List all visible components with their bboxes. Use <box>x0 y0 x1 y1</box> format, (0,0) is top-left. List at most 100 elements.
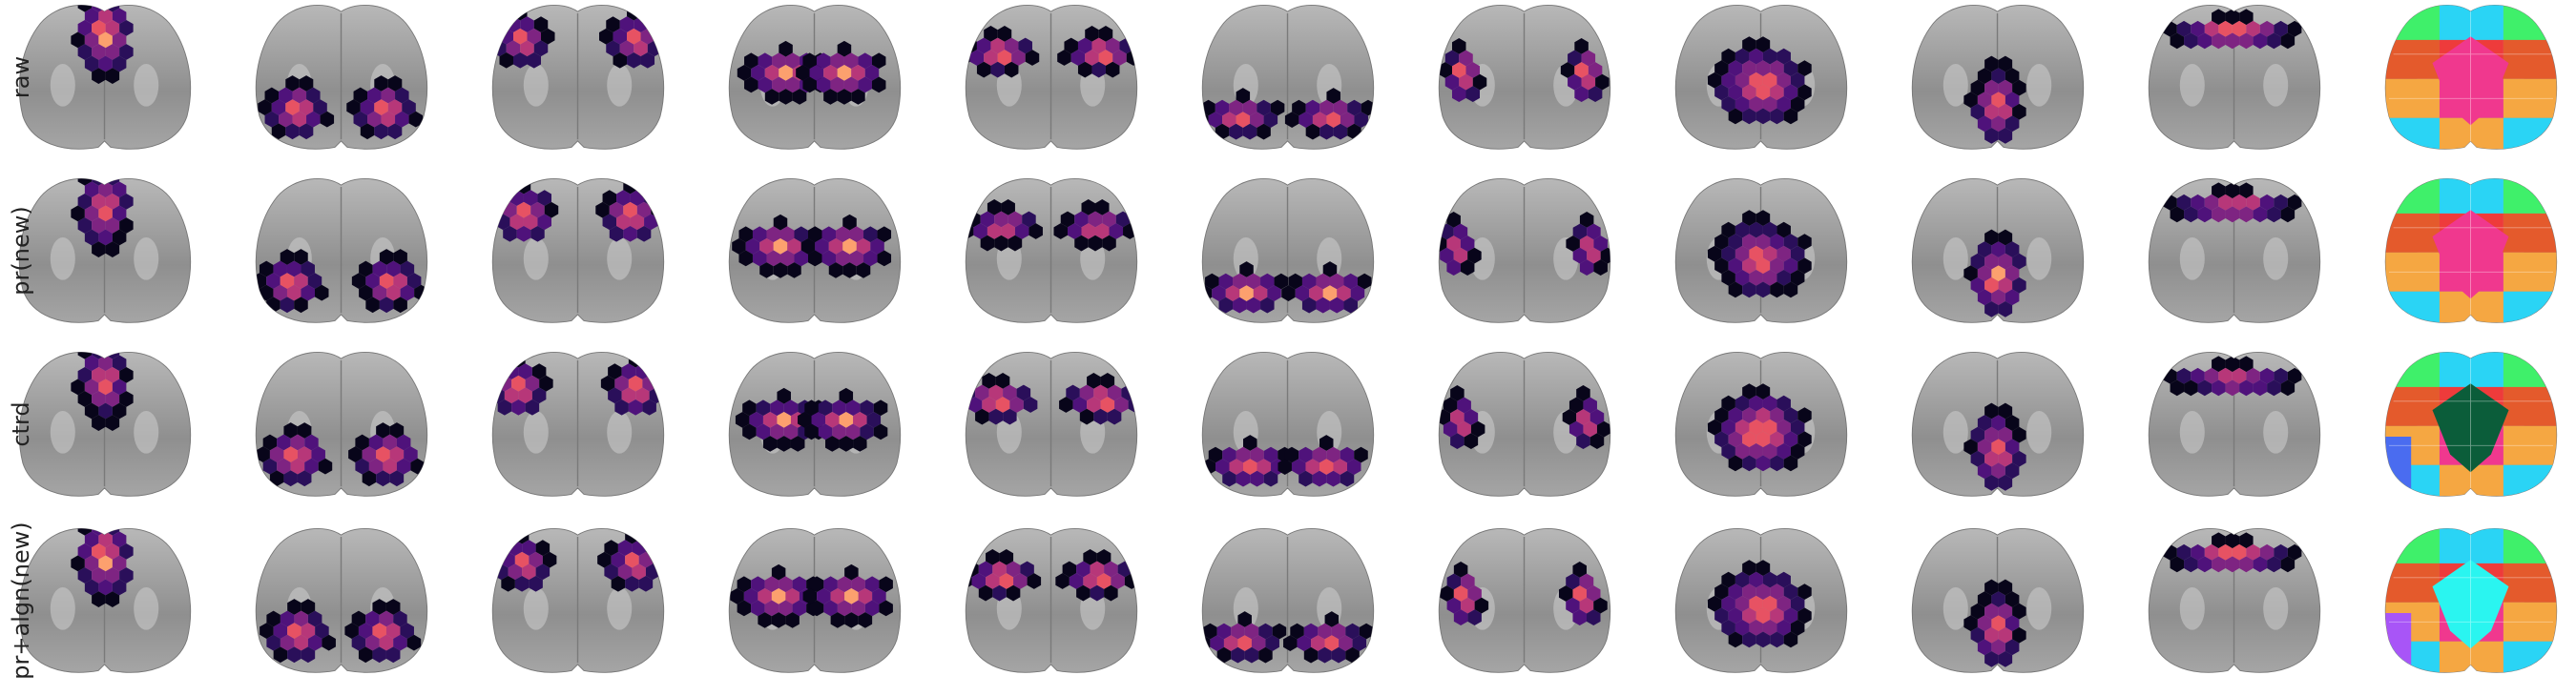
hex-cell <box>758 76 773 93</box>
hex-cell <box>614 375 629 392</box>
hex-cell <box>1081 223 1096 239</box>
hex-cell <box>1762 269 1777 286</box>
hex-cell <box>1104 584 1118 602</box>
hex-cell <box>353 111 368 128</box>
brain-map <box>18 351 192 497</box>
hex-cell <box>2218 367 2233 384</box>
hex-cell <box>832 423 846 440</box>
hex-cell <box>522 540 536 557</box>
hex-cell <box>602 190 617 207</box>
hex-cell <box>1291 459 1306 475</box>
hex-cell <box>1292 99 1306 116</box>
hex-cell <box>1984 474 1999 491</box>
hex-cell <box>105 217 120 234</box>
row-label: ctrd <box>8 401 34 446</box>
hex-cell <box>1457 420 1471 438</box>
hex-cell <box>802 587 818 604</box>
hex-cell <box>2197 556 2212 573</box>
brain-map <box>728 177 902 323</box>
hex-cell <box>77 567 93 583</box>
hex-cell <box>1593 259 1608 276</box>
hex-cell <box>1246 297 1261 314</box>
hex-cell <box>595 201 610 218</box>
hex-cell <box>1762 619 1777 636</box>
hex-cell <box>1568 73 1582 91</box>
hex-cell <box>604 540 618 557</box>
hex-cell <box>297 422 312 439</box>
cortex-texture <box>2263 64 2289 107</box>
hex-cell <box>1284 446 1299 463</box>
cortex-texture <box>607 64 633 107</box>
hex-cell <box>1977 289 1992 306</box>
hex-cell <box>84 579 99 596</box>
hex-cell <box>523 214 538 231</box>
hex-cell <box>264 111 280 128</box>
hex-cell <box>844 587 859 604</box>
hex-cell <box>608 387 622 404</box>
parcel <box>2439 528 2503 563</box>
hex-cell <box>1009 397 1024 413</box>
hex-cell <box>738 250 753 267</box>
hex-cell <box>77 5 93 12</box>
hex-cell <box>1446 212 1461 228</box>
hex-cell <box>1345 646 1360 664</box>
hex-cell <box>84 531 99 548</box>
hex-cell <box>1574 86 1589 103</box>
hex-cell <box>1444 73 1460 91</box>
hex-cell <box>764 64 779 81</box>
hex-cell <box>2225 356 2240 373</box>
hex-cell <box>1742 455 1756 472</box>
hex-cell <box>2212 556 2226 573</box>
hex-cell <box>535 540 551 557</box>
hex-cell <box>2225 9 2240 26</box>
cortex-texture <box>607 237 633 280</box>
hex-cell <box>492 28 500 45</box>
hex-cell <box>804 423 819 440</box>
hex-cell <box>1991 462 2005 480</box>
hex-cell <box>112 8 127 25</box>
hex-cell <box>604 563 618 581</box>
hex-cell <box>1474 597 1489 614</box>
hex-cell <box>518 387 532 404</box>
hex-cell <box>112 205 127 222</box>
hex-cell <box>1783 583 1798 601</box>
hex-cell <box>1011 50 1026 66</box>
hex-cell <box>1755 84 1771 101</box>
hex-cell <box>823 64 838 81</box>
hex-cell <box>2232 194 2247 211</box>
cortex-texture <box>607 587 633 630</box>
hex-cell <box>1742 60 1756 77</box>
hex-cell <box>1728 108 1743 125</box>
hex-cell <box>112 531 127 548</box>
hex-cell <box>1215 459 1230 475</box>
hex-cell <box>285 75 300 92</box>
hex-cell <box>119 366 134 383</box>
hex-cell <box>406 273 422 289</box>
overlay <box>1963 402 2026 491</box>
hex-cell <box>1301 273 1317 290</box>
overlay <box>1440 562 1608 626</box>
hex-cell <box>119 542 134 560</box>
hex-cell <box>785 587 800 604</box>
hex-cell <box>738 226 753 243</box>
hex-cell <box>608 363 622 380</box>
hex-cell <box>105 193 120 210</box>
hex-cell <box>84 181 99 198</box>
cortex-texture <box>2026 411 2052 454</box>
hex-cell <box>2253 206 2268 223</box>
hex-cell <box>1714 60 1729 77</box>
hex-cell <box>105 19 120 36</box>
hex-cell <box>975 408 989 425</box>
hex-cell <box>609 225 624 242</box>
hex-cell <box>779 226 795 243</box>
hex-cell <box>818 423 833 440</box>
hex-cell <box>821 250 837 267</box>
hex-cell <box>383 458 397 475</box>
hex-cell <box>92 567 106 583</box>
hex-cell <box>372 260 387 277</box>
hex-cell <box>1312 446 1327 463</box>
hex-cell <box>625 551 639 568</box>
hex-cell <box>1326 446 1340 463</box>
hex-cell <box>1297 635 1312 651</box>
hex-cell <box>997 26 1012 42</box>
